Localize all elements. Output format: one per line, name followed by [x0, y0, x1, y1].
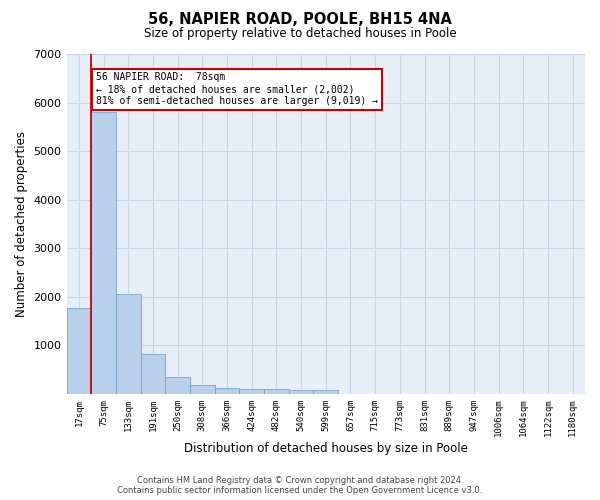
- Text: 56 NAPIER ROAD:  78sqm
← 18% of detached houses are smaller (2,002)
81% of semi-: 56 NAPIER ROAD: 78sqm ← 18% of detached …: [95, 72, 377, 106]
- Bar: [190, 384, 215, 394]
- Bar: [140, 354, 165, 394]
- Text: Size of property relative to detached houses in Poole: Size of property relative to detached ho…: [143, 26, 457, 40]
- X-axis label: Distribution of detached houses by size in Poole: Distribution of detached houses by size …: [184, 442, 468, 455]
- Y-axis label: Number of detached properties: Number of detached properties: [15, 131, 28, 317]
- Bar: [264, 388, 289, 394]
- Text: 56, NAPIER ROAD, POOLE, BH15 4NA: 56, NAPIER ROAD, POOLE, BH15 4NA: [148, 12, 452, 28]
- Bar: [67, 308, 91, 394]
- Bar: [313, 390, 338, 394]
- Bar: [215, 388, 239, 394]
- Bar: [116, 294, 140, 394]
- Bar: [239, 388, 264, 394]
- Bar: [289, 390, 313, 394]
- Text: Contains HM Land Registry data © Crown copyright and database right 2024.
Contai: Contains HM Land Registry data © Crown c…: [118, 476, 482, 495]
- Bar: [165, 378, 190, 394]
- Bar: [91, 112, 116, 394]
